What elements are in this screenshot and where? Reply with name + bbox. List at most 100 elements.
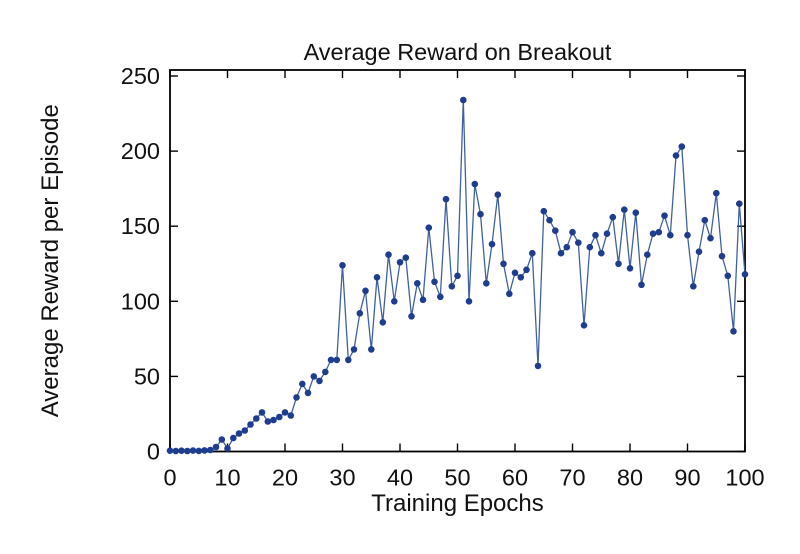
data-point-marker [701,216,709,224]
data-point-marker [414,280,421,287]
data-point-marker [592,231,599,239]
data-point-marker [724,272,732,280]
data-point-marker [488,240,496,248]
data-point-marker [569,228,576,236]
data-point-marker [391,298,398,305]
data-point-marker [207,446,214,454]
data-point-marker [460,96,467,104]
data-point-marker [333,356,341,364]
data-point-marker [322,368,329,376]
data-point-marker [184,447,191,455]
data-point-marker [661,212,668,219]
axes: 0 10 20 30 40 50 60 70 80 90 100 0 50 100 150 200 250 [121,63,765,490]
x-tick-label: 100 [725,465,764,491]
data-point-marker [373,274,381,281]
data-point-marker [235,430,243,437]
data-point-marker [626,265,634,272]
data-point-marker [523,266,530,274]
data-point-marker [580,322,588,329]
x-tick-label: 40 [387,465,413,491]
data-point-marker [293,394,300,401]
data-point-marker [609,213,617,221]
y-tick-label: 250 [121,63,160,89]
data-point-marker [356,310,364,317]
data-point-marker [557,249,565,257]
data-point-marker [178,447,185,455]
data-point-marker [684,231,691,239]
data-point-marker [437,293,444,301]
data-point-marker [603,230,611,237]
data-point-marker [339,262,346,269]
data-point-marker [621,206,628,213]
data-point-marker [552,227,559,234]
data-point-marker [166,447,174,455]
data-point-marker [540,207,548,215]
data-point-marker [644,251,651,258]
data-point-marker [506,290,513,298]
data-point-marker [379,319,387,326]
data-point-marker [672,152,680,159]
data-point-marker [172,447,180,455]
x-tick-label: 20 [272,465,298,491]
data-point-marker [362,287,369,295]
data-point-marker [511,269,519,277]
x-tick-label: 30 [329,465,355,491]
data-point-marker [690,283,697,290]
data-point-marker [270,416,277,424]
x-tick-label: 80 [617,465,643,491]
data-point-marker [258,409,266,416]
data-point-marker [563,243,571,251]
data-point-marker [500,260,507,268]
data-point-marker [287,412,295,419]
data-point-marker [252,415,260,422]
data-point-marker [718,252,726,260]
data-point-marker [649,230,657,237]
data-point-marker [638,281,645,289]
data-point-marker [431,278,438,286]
x-tick-label: 60 [502,465,528,491]
data-point-marker [241,427,249,434]
data-point-marker [586,243,594,251]
y-tick-label: 150 [121,213,160,239]
data-series [166,96,749,455]
y-tick-label: 0 [147,439,160,465]
data-point-marker [736,200,743,207]
data-point-marker [483,280,490,287]
data-point-marker [408,313,415,320]
data-point-marker [218,436,226,443]
data-point-marker [471,180,479,188]
y-axis-label: Average Reward per Episode [37,104,64,417]
data-point-marker [678,143,686,150]
data-point-marker [195,447,203,455]
data-point-marker [713,189,720,197]
data-point-marker [224,445,231,452]
data-point-marker [402,254,410,261]
data-point-marker [368,346,375,353]
y-tick-label: 100 [121,288,160,314]
data-point-marker [276,413,283,421]
data-point-marker [517,274,525,281]
data-point-marker [575,239,582,246]
data-point-marker [695,248,703,255]
y-tick-label: 50 [134,363,160,389]
data-point-marker [304,389,312,397]
data-point-marker [201,447,208,454]
data-point-marker [442,195,450,203]
data-point-marker [667,231,674,239]
x-tick-label: 50 [444,465,470,491]
data-point-marker [212,443,220,451]
data-point-marker [494,191,502,198]
data-point-marker [264,418,272,425]
data-point-marker [632,209,640,216]
data-point-marker [281,409,289,416]
data-point-marker [454,272,461,280]
x-tick-label: 0 [163,465,176,491]
data-point-marker [299,380,306,388]
x-axis-label: Training Epochs [371,490,544,517]
data-point-marker [448,283,456,290]
x-tick-label: 70 [559,465,585,491]
data-point-marker [425,224,433,231]
data-point-marker [534,362,542,370]
